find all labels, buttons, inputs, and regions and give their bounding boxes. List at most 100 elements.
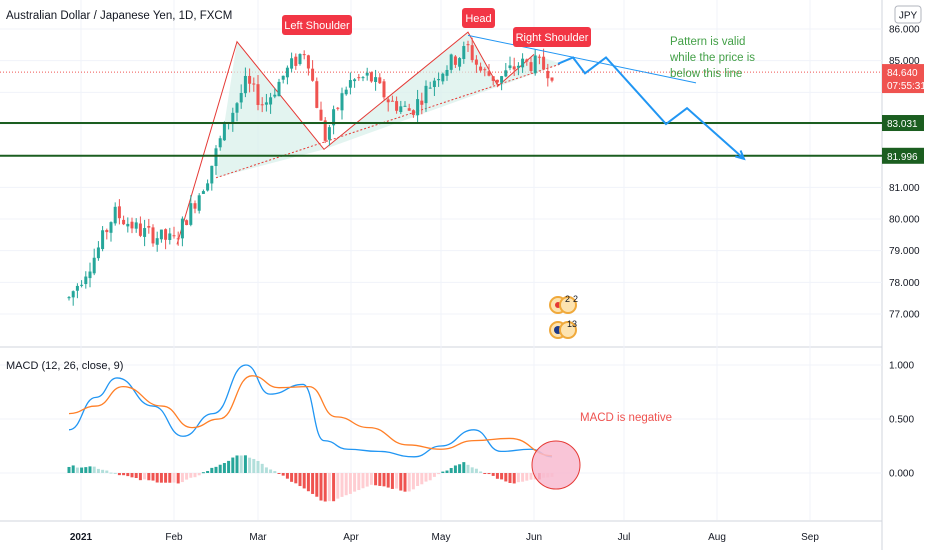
candle-52	[285, 67, 289, 78]
right-shoulder-label[interactable]: Right Shoulder	[513, 27, 591, 47]
macd-bar-41	[239, 455, 243, 473]
macd-bar-68	[353, 473, 357, 492]
candle-115	[550, 77, 554, 81]
candle-112	[537, 56, 541, 58]
candle-72	[369, 72, 373, 82]
macd-bar-110	[529, 473, 533, 480]
candle-74	[378, 77, 382, 84]
candle-17	[138, 223, 142, 236]
candle-51	[281, 75, 285, 80]
macd-tick-1: 0.500	[889, 415, 914, 426]
head-label[interactable]: Head	[462, 8, 495, 28]
candle-61	[323, 120, 327, 141]
candle-25	[172, 235, 176, 237]
candle-109	[525, 59, 529, 62]
candle-75	[382, 81, 386, 98]
time-tick-7: Aug	[708, 532, 726, 543]
candle-18	[143, 228, 147, 237]
macd-bar-93	[458, 464, 462, 473]
pattern-validity-note[interactable]: Pattern is valid while the price is belo…	[669, 36, 755, 80]
time-axis[interactable]: 2021 Feb Mar Apr May Jun Jul Aug Sep	[70, 532, 819, 543]
macd-bar-19	[147, 473, 151, 481]
macd-bar-89	[441, 471, 445, 473]
macd-highlight[interactable]: MACD is negative	[531, 412, 672, 490]
candle-6	[92, 257, 96, 274]
candle-44	[252, 83, 256, 85]
candle-98	[479, 66, 483, 71]
macd-bar-65	[340, 473, 344, 497]
macd-note: MACD is negative	[580, 412, 672, 424]
time-tick-1: Feb	[165, 532, 183, 543]
candle-102	[495, 79, 499, 83]
macd-bar-106	[512, 473, 516, 484]
macd-bar-38	[227, 460, 231, 473]
candle-56	[302, 54, 306, 56]
indicator-icons[interactable]: 2 2 13	[549, 294, 578, 339]
candle-45	[256, 84, 260, 106]
left-shoulder-label[interactable]: Left Shoulder	[282, 15, 352, 35]
candle-80	[403, 105, 407, 107]
svg-text:2: 2	[565, 294, 570, 304]
price-scale[interactable]: 86.000 85.000 81.000 80.000 79.000 78.000 77.0…	[882, 25, 926, 321]
svg-text:JPY: JPY	[899, 11, 918, 22]
macd-bar-84	[420, 473, 424, 485]
price-projection[interactable]	[467, 34, 746, 161]
price-tick-0: 86.000	[889, 25, 920, 36]
macd-bar-46	[260, 463, 264, 473]
macd-bar-12	[117, 473, 121, 476]
candle-85	[424, 85, 428, 104]
macd-bar-57	[306, 473, 310, 492]
macd-bar-71	[365, 473, 369, 487]
candle-63	[332, 109, 336, 126]
macd-bar-107	[516, 473, 520, 483]
candle-41	[239, 92, 243, 103]
macd-bar-21	[155, 473, 159, 483]
candle-32	[201, 191, 205, 194]
currency-badge[interactable]: JPY	[894, 5, 922, 24]
macd-bar-55	[298, 473, 302, 487]
candle-73	[374, 77, 378, 82]
macd-tick-0: 1.000	[889, 361, 914, 372]
candle-96	[470, 45, 474, 61]
macd-bar-82	[411, 473, 415, 490]
time-tick-4: May	[432, 532, 451, 543]
candle-59	[315, 81, 319, 108]
macd-bar-25	[172, 473, 176, 483]
candle-84	[420, 100, 424, 105]
macd-bar-13	[122, 473, 126, 476]
macd-bar-45	[256, 460, 260, 473]
macd-bar-61	[323, 473, 327, 502]
candle-9	[105, 230, 109, 233]
candle-37	[222, 122, 226, 141]
candle-69	[357, 77, 361, 79]
calendar-icon	[559, 296, 577, 314]
candle-33	[206, 183, 210, 191]
macd-bar-87	[432, 473, 436, 477]
macd-tick-2: 0.000	[889, 469, 914, 480]
macd-bar-63	[332, 473, 336, 502]
macd-scale[interactable]: 1.000 0.500 0.000	[889, 361, 914, 480]
candle-62	[327, 127, 331, 140]
support-tag-bg-1	[882, 115, 924, 132]
svg-text:Left Shoulder: Left Shoulder	[284, 20, 350, 32]
candle-81	[407, 108, 411, 111]
macd-bar-88	[437, 473, 441, 475]
price-tick-2: 81.000	[889, 183, 920, 194]
candle-35	[214, 148, 218, 167]
macd-bar-10	[109, 472, 113, 474]
macd-bar-2	[75, 467, 79, 473]
head-and-shoulders-pattern[interactable]	[176, 31, 562, 245]
candle-21	[155, 238, 159, 245]
macd-bar-29	[189, 473, 193, 478]
candle-77	[390, 100, 394, 102]
macd-bar-15	[130, 473, 134, 478]
support-levels[interactable]	[0, 122, 882, 157]
macd-bar-11	[113, 472, 117, 474]
macd-bar-52	[285, 473, 289, 479]
candle-55	[298, 54, 302, 65]
macd-bar-62	[327, 473, 331, 502]
candle-78	[395, 101, 399, 111]
time-tick-6: Jul	[618, 532, 631, 543]
macd-bar-37	[222, 463, 226, 473]
